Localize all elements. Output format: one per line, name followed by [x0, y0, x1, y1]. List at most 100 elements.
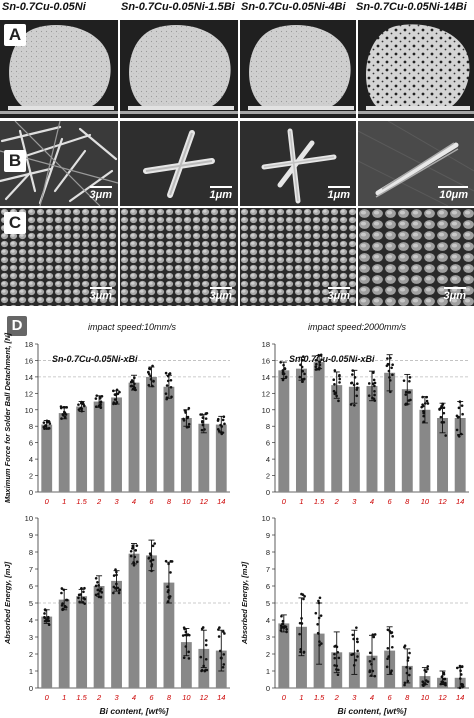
data-point	[133, 555, 137, 559]
bar-3	[93, 401, 105, 492]
data-point	[150, 569, 153, 573]
data-point	[371, 669, 375, 673]
data-point	[184, 645, 188, 648]
data-point	[353, 376, 357, 379]
data-point	[217, 635, 221, 638]
data-points-1	[298, 592, 306, 654]
data-point	[298, 632, 301, 636]
data-point	[404, 390, 408, 394]
y-tick-label-0: 0	[266, 684, 270, 693]
data-point	[303, 594, 306, 598]
data-point	[335, 664, 339, 668]
data-point	[59, 406, 63, 410]
data-point	[403, 681, 407, 685]
y-tick-label-6: 12	[262, 389, 270, 398]
data-point	[409, 398, 412, 402]
data-point	[372, 635, 376, 639]
y-axis-label: Absorbed Energy, [mJ]	[240, 561, 249, 645]
y-tick-label-5: 5	[266, 599, 270, 608]
data-point	[301, 593, 305, 596]
x-tick-label-3: 2	[334, 693, 340, 702]
data-point	[444, 683, 447, 687]
data-points-1	[298, 355, 306, 383]
data-point	[320, 358, 323, 361]
data-point	[302, 377, 306, 381]
data-point	[314, 359, 318, 362]
x-tick-label-9: 12	[200, 693, 209, 702]
data-point	[337, 656, 341, 660]
data-point	[99, 406, 103, 410]
data-point	[317, 632, 320, 635]
data-point	[200, 420, 204, 423]
y-axis-label: Maximum Force for Solder Ball Detachment…	[3, 332, 12, 503]
data-point	[187, 657, 191, 660]
data-point	[164, 392, 168, 395]
y-tick-label-1: 1	[29, 667, 33, 676]
scale-bar-c-1: 3μm	[192, 287, 232, 302]
x-tick-label-4: 3	[114, 497, 119, 506]
y-tick-label-3: 3	[266, 633, 270, 642]
data-point	[43, 612, 46, 615]
data-point	[318, 643, 321, 647]
data-point	[201, 423, 205, 427]
data-point	[43, 427, 46, 430]
chart-subtitle-0: impact speed:10mm/s	[88, 322, 177, 332]
scale-bar-b-2: 1μm	[310, 186, 350, 201]
data-point	[187, 406, 191, 410]
data-points-1	[59, 405, 68, 420]
data-point	[216, 428, 220, 431]
data-point	[318, 363, 322, 367]
x-tick-label-0: 0	[45, 693, 50, 702]
bar-1	[295, 368, 307, 492]
data-point	[165, 384, 169, 387]
data-point	[97, 583, 100, 587]
data-point	[370, 662, 373, 666]
data-point	[129, 549, 133, 553]
data-point	[371, 382, 375, 386]
data-points-5	[129, 376, 137, 392]
data-point	[95, 394, 99, 397]
data-point	[319, 614, 323, 617]
bar-9	[198, 423, 210, 492]
data-point	[352, 383, 356, 387]
bar-9	[198, 648, 210, 688]
bar-1	[58, 413, 70, 492]
data-point	[390, 631, 394, 634]
x-tick-label-10: 14	[217, 693, 225, 702]
data-point	[203, 428, 206, 431]
data-point	[318, 596, 322, 600]
y-tick-label-2: 2	[266, 650, 270, 659]
data-point	[115, 401, 119, 404]
data-point	[185, 415, 189, 419]
data-point	[98, 395, 102, 399]
data-point	[371, 396, 374, 400]
data-points-7	[164, 371, 173, 401]
data-point	[335, 394, 338, 398]
data-point	[168, 596, 171, 600]
row-label-a: A	[4, 24, 26, 46]
data-point	[279, 629, 283, 632]
data-point	[60, 587, 64, 590]
data-point	[115, 573, 118, 577]
x-tick-label-7: 8	[405, 497, 410, 506]
y-tick-label-9: 18	[262, 340, 270, 349]
data-point	[167, 562, 170, 566]
data-points-4	[349, 369, 359, 407]
data-point	[408, 673, 411, 677]
data-point	[422, 410, 425, 413]
data-point	[201, 416, 205, 419]
data-point	[82, 590, 85, 594]
data-point	[81, 401, 85, 405]
data-point	[302, 650, 306, 654]
data-points-8	[181, 626, 191, 660]
data-point	[336, 673, 340, 677]
data-point	[354, 658, 358, 662]
data-point	[425, 399, 429, 403]
data-point	[314, 365, 318, 368]
micrograph-b-1	[120, 121, 238, 206]
y-tick-label-5: 10	[262, 406, 270, 415]
data-point	[133, 376, 136, 380]
micrograph-a-1	[120, 20, 238, 118]
data-point	[351, 633, 355, 637]
data-point	[217, 628, 220, 631]
